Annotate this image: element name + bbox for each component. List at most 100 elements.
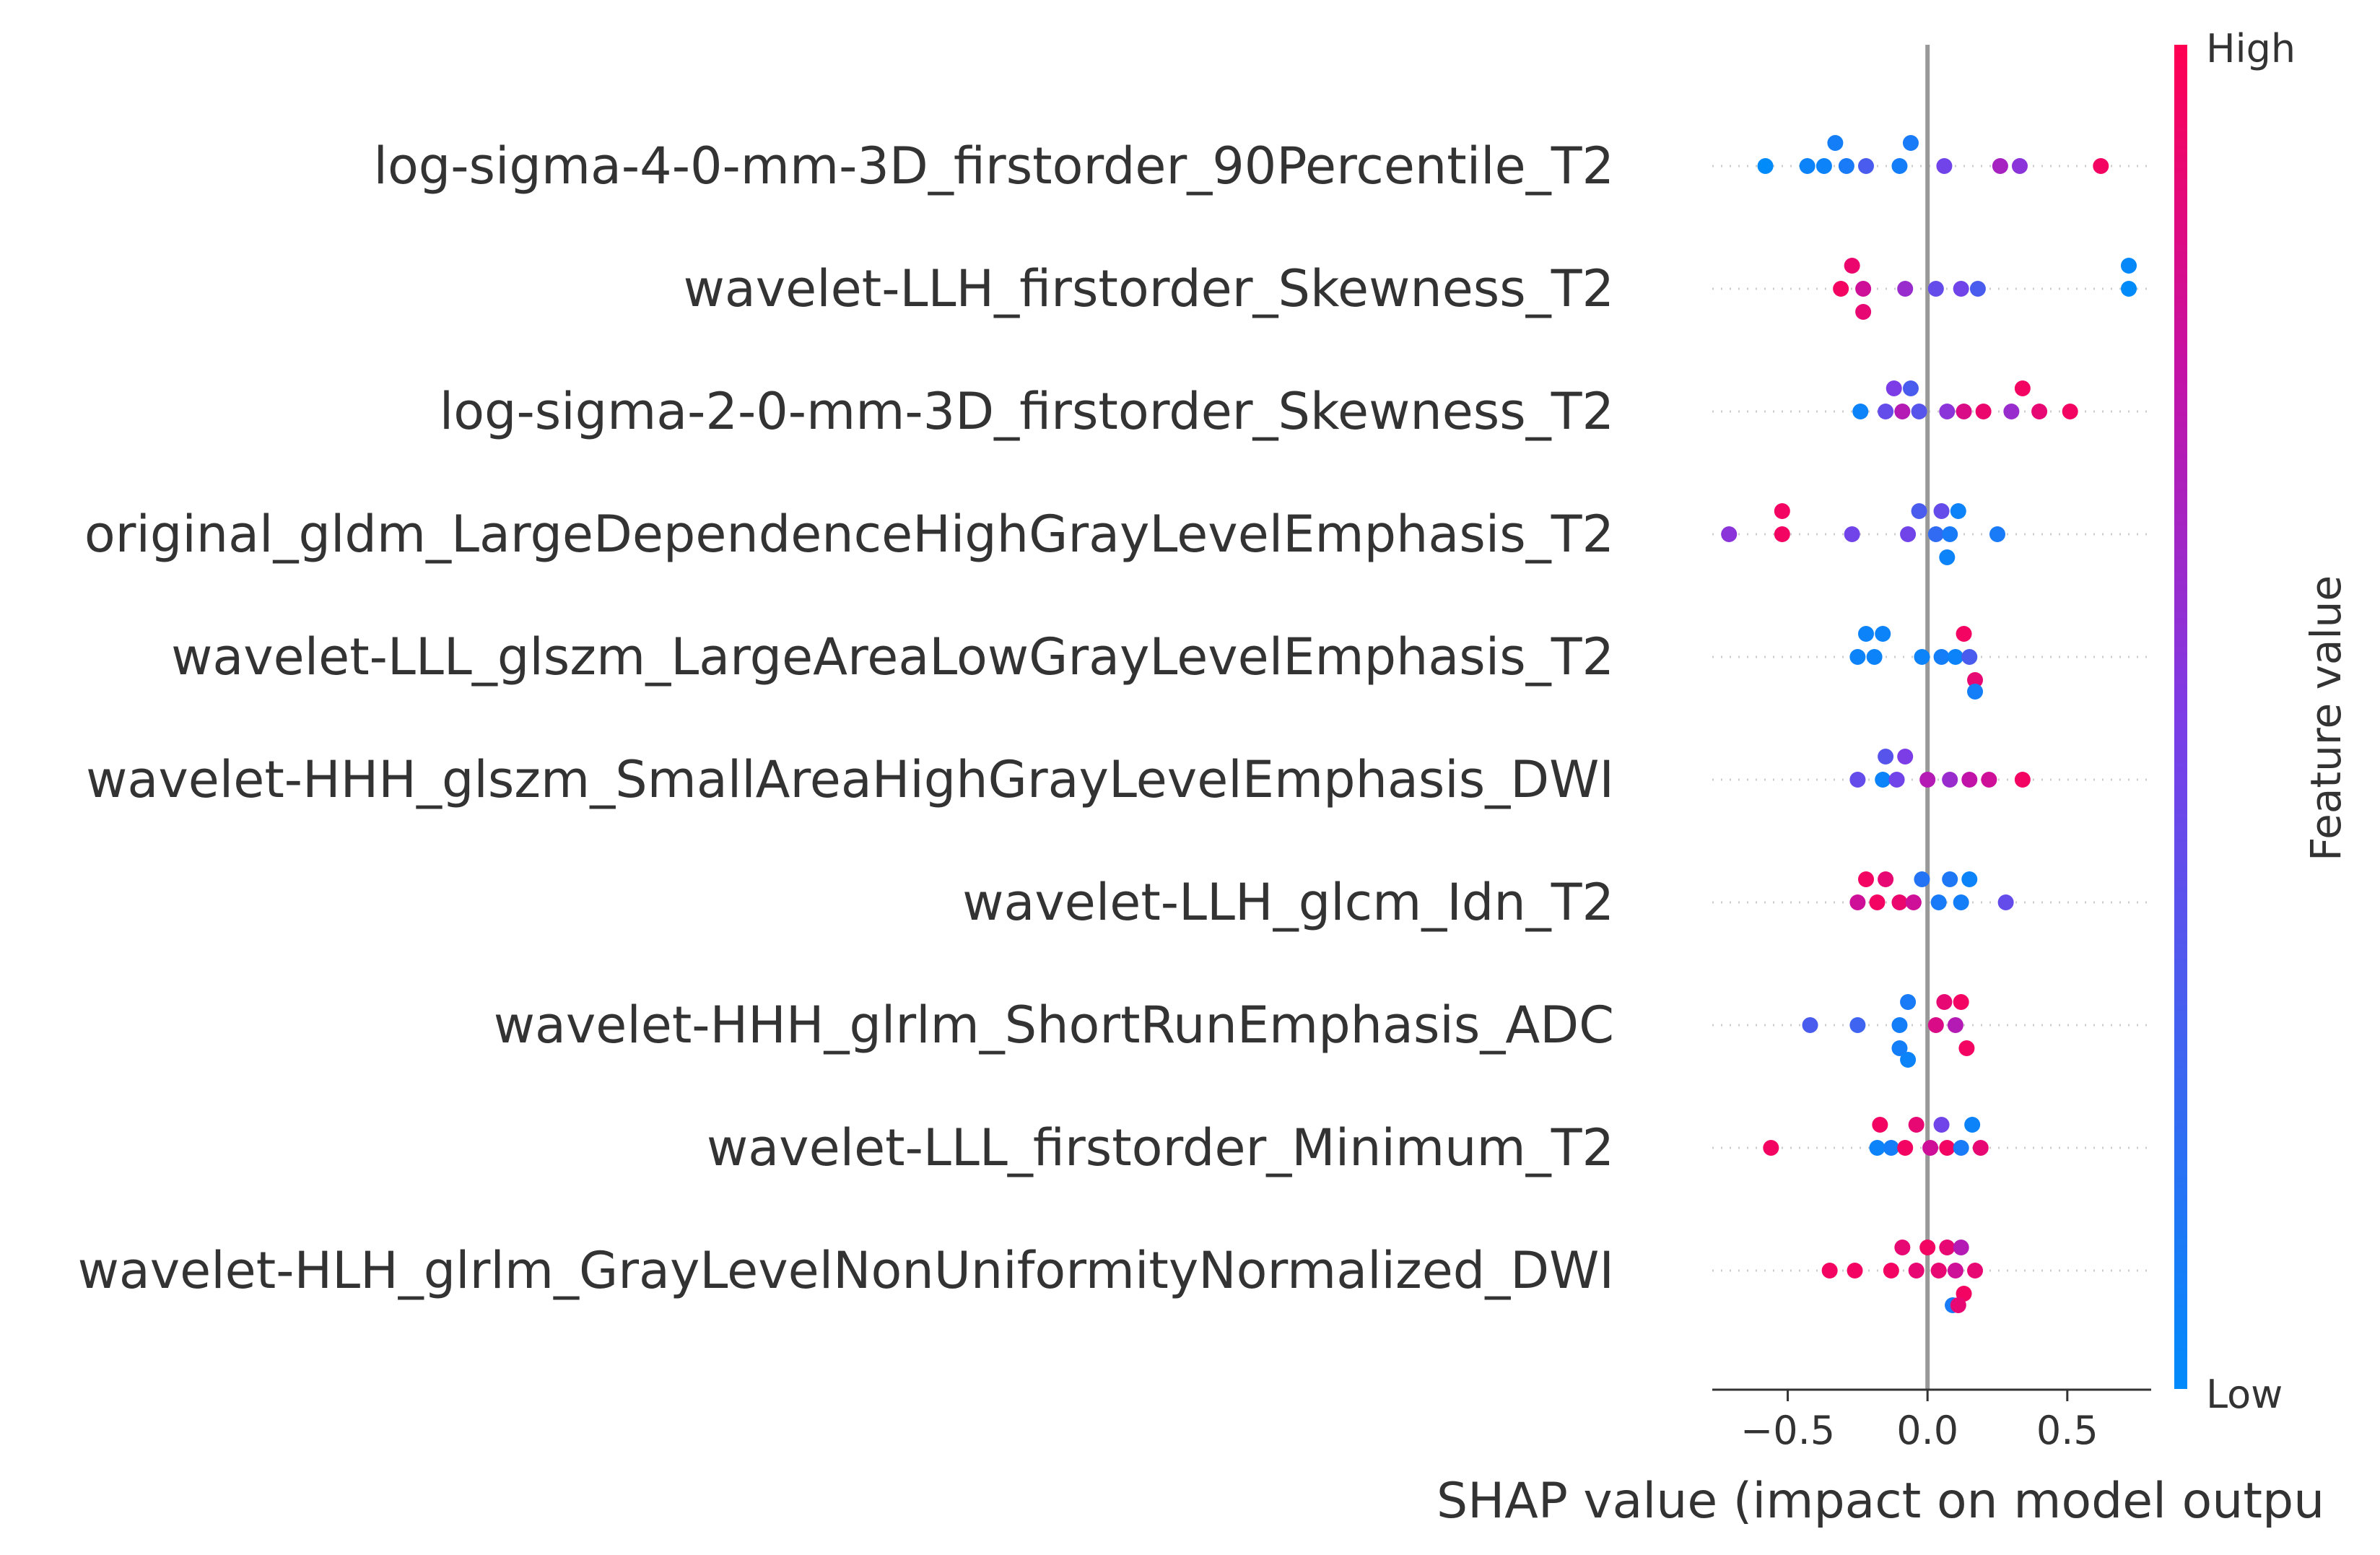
shap-point	[1933, 649, 1950, 665]
shap-point	[1815, 158, 1832, 174]
shap-point	[1961, 649, 1978, 665]
shap-point	[2011, 158, 2028, 174]
shap-point	[1855, 304, 1872, 320]
shap-point	[1897, 281, 1914, 297]
shap-point	[2121, 258, 2137, 274]
shap-point	[1936, 994, 1953, 1010]
shap-point	[1844, 526, 1860, 542]
feature-label: log-sigma-4-0-mm-3D_firstorder_90Percent…	[374, 136, 1615, 196]
x-axis-title: SHAP value (impact on model outpu	[1437, 1473, 2324, 1530]
shap-point	[1844, 258, 1860, 274]
shap-point	[1919, 1240, 1936, 1255]
shap-point	[1922, 1140, 1939, 1156]
x-axis-ticks: −0.5 0.0 0.5	[1740, 1390, 2098, 1453]
shap-point	[1857, 871, 1874, 887]
feature-labels: log-sigma-4-0-mm-3D_firstorder_90Percent…	[78, 136, 1614, 1300]
shap-point	[1936, 158, 1953, 174]
shap-point	[1888, 772, 1905, 788]
feature-label: wavelet-LLH_firstorder_Skewness_T2	[684, 259, 1614, 318]
shap-point	[1886, 380, 1902, 396]
colorbar-high-label: High	[2206, 26, 2296, 71]
shap-point	[1721, 526, 1738, 542]
shap-point	[1914, 871, 1930, 887]
shap-point	[1891, 1017, 1908, 1033]
feature-label: wavelet-LLL_glszm_LargeAreaLowGrayLevelE…	[171, 627, 1614, 687]
shap-point	[1866, 649, 1883, 665]
shap-point	[2014, 772, 2031, 788]
shap-point	[1939, 1240, 1956, 1255]
shap-point	[1802, 1017, 1818, 1033]
shap-point	[1953, 1240, 1969, 1255]
shap-point	[1953, 1140, 1969, 1156]
shap-point	[1763, 1140, 1779, 1156]
shap-point	[1849, 1017, 1866, 1033]
shap-point	[1953, 994, 1969, 1010]
shap-point	[2121, 281, 2137, 297]
shap-point	[1902, 135, 1919, 151]
shap-point	[1900, 526, 1917, 542]
shap-point	[1975, 404, 1992, 419]
shap-point	[1997, 894, 2014, 910]
shap-point	[1927, 526, 1944, 542]
shap-point	[1969, 281, 1986, 297]
feature-label: wavelet-LLH_glcm_Idn_T2	[962, 873, 1614, 932]
shap-point	[2003, 404, 2020, 419]
shap-point	[1847, 1263, 1863, 1279]
shap-point	[1950, 1297, 1966, 1313]
shap-point	[1927, 1017, 1944, 1033]
shap-point	[1857, 158, 1874, 174]
shap-point	[1799, 158, 1815, 174]
shap-point	[2062, 404, 2078, 419]
shap-point	[1967, 684, 1984, 700]
shap-point	[1942, 526, 1958, 542]
shap-point	[1849, 894, 1866, 910]
shap-point	[1869, 1140, 1886, 1156]
x-tick-label: 0.0	[1896, 1408, 1958, 1453]
shap-point	[1902, 380, 1919, 396]
shap-point	[1849, 772, 1866, 788]
row-guides	[1712, 165, 2151, 1272]
shap-point	[1891, 894, 1908, 910]
shap-point	[1947, 1017, 1963, 1033]
shap-point	[1964, 1117, 1981, 1133]
shap-point	[1878, 404, 1894, 419]
shap-point	[1939, 549, 1956, 565]
shap-point	[1894, 404, 1911, 419]
shap-point	[1939, 1140, 1956, 1156]
feature-label: original_gldm_LargeDependenceHighGrayLev…	[84, 505, 1614, 564]
shap-point	[1933, 503, 1950, 519]
colorbar	[2174, 45, 2187, 1389]
shap-point	[1933, 1117, 1950, 1133]
shap-point	[1967, 1263, 1984, 1279]
shap-point	[1883, 1140, 1899, 1156]
shap-point	[1878, 749, 1894, 765]
shap-point	[1953, 281, 1969, 297]
shap-point	[1947, 1263, 1963, 1279]
shap-point	[1883, 1263, 1899, 1279]
shap-point	[1891, 1040, 1908, 1056]
shap-point	[1891, 158, 1908, 174]
shap-point	[1897, 1140, 1914, 1156]
shap-point	[1956, 626, 1972, 642]
shap-point	[2093, 158, 2109, 174]
shap-point	[1947, 649, 1963, 665]
x-tick-label: −0.5	[1740, 1408, 1835, 1453]
shap-point	[1905, 894, 1922, 910]
shap-point	[1967, 672, 1984, 688]
shap-point	[1821, 1263, 1838, 1279]
feature-label: log-sigma-2-0-mm-3D_firstorder_Skewness_…	[440, 382, 1614, 441]
shap-point	[1774, 503, 1790, 519]
shap-point	[1961, 871, 1978, 887]
shap-point	[1908, 1263, 1925, 1279]
shap-point	[1961, 772, 1978, 788]
shap-point	[1908, 1117, 1925, 1133]
shap-point	[1930, 1263, 1947, 1279]
shap-point	[1911, 404, 1927, 419]
shap-point	[1875, 626, 1891, 642]
shap-point	[1972, 1140, 1989, 1156]
shap-point	[1897, 749, 1914, 765]
shap-point	[1930, 894, 1947, 910]
colorbar-low-label: Low	[2206, 1372, 2283, 1417]
shap-point	[1833, 281, 1849, 297]
